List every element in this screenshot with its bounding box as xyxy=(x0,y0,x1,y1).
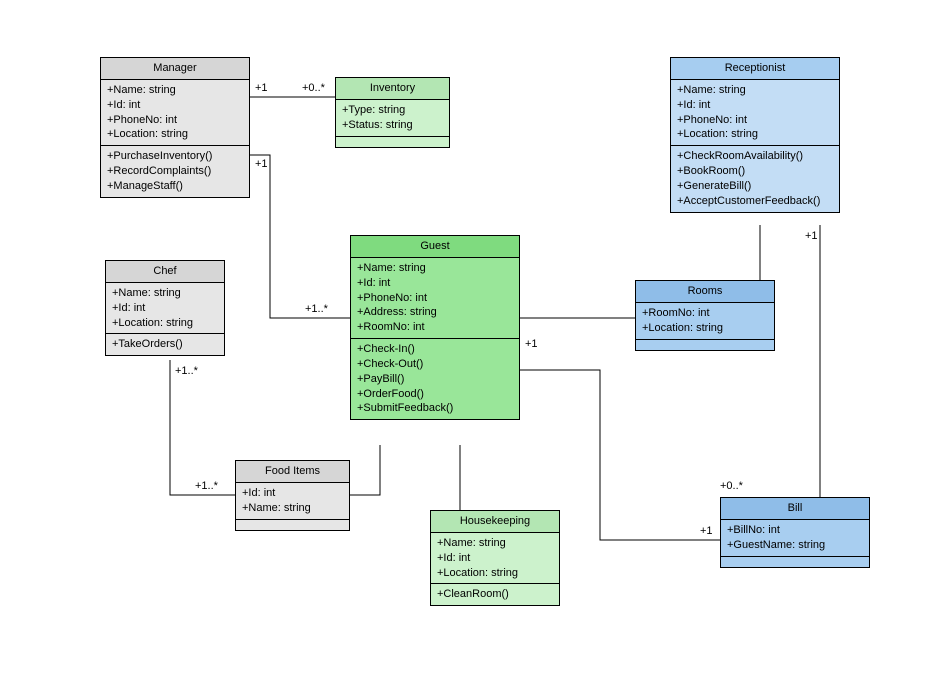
op: +CleanRoom() xyxy=(437,587,553,602)
op: +GenerateBill() xyxy=(677,179,833,194)
op: +OrderFood() xyxy=(357,387,513,402)
class-attributes: +Name: string +Id: int +PhoneNo: int +Lo… xyxy=(101,80,249,146)
class-operations: +Check-In() +Check-Out() +PayBill() +Ord… xyxy=(351,339,519,419)
attr: +Id: int xyxy=(112,301,218,316)
multiplicity-label: +1 xyxy=(525,338,538,350)
class-operations: +TakeOrders() xyxy=(106,334,224,355)
class-attributes: +Type: string +Status: string xyxy=(336,100,449,137)
attr: +Location: string xyxy=(112,316,218,331)
attr: +PhoneNo: int xyxy=(677,113,833,128)
attr: +Name: string xyxy=(677,83,833,98)
multiplicity-label: +1 xyxy=(255,158,268,170)
class-attributes: +Name: string +Id: int +Location: string xyxy=(106,283,224,335)
class-attributes: +Name: string +Id: int +PhoneNo: int +Lo… xyxy=(671,80,839,146)
attr: +Id: int xyxy=(677,98,833,113)
op: +TakeOrders() xyxy=(112,337,218,352)
multiplicity-label: +0..* xyxy=(720,480,743,492)
multiplicity-label: +1..* xyxy=(305,303,328,315)
attr: +Name: string xyxy=(242,501,343,516)
op: +PayBill() xyxy=(357,372,513,387)
class-inventory: Inventory +Type: string +Status: string xyxy=(335,77,450,148)
uml-diagram-canvas: Manager +Name: string +Id: int +PhoneNo:… xyxy=(0,0,949,683)
class-title: Housekeeping xyxy=(431,511,559,533)
attr: +Location: string xyxy=(677,127,833,142)
attr: +RoomNo: int xyxy=(642,306,768,321)
class-title: Chef xyxy=(106,261,224,283)
class-attributes: +Name: string +Id: int +PhoneNo: int +Ad… xyxy=(351,258,519,339)
class-title: Receptionist xyxy=(671,58,839,80)
op: +RecordComplaints() xyxy=(107,164,243,179)
class-housekeeping: Housekeeping +Name: string +Id: int +Loc… xyxy=(430,510,560,606)
class-manager: Manager +Name: string +Id: int +PhoneNo:… xyxy=(100,57,250,198)
op: +AcceptCustomerFeedback() xyxy=(677,194,833,209)
op: +CheckRoomAvailability() xyxy=(677,149,833,164)
class-operations xyxy=(236,520,349,530)
class-title: Manager xyxy=(101,58,249,80)
attr: +GuestName: string xyxy=(727,538,863,553)
class-title: Rooms xyxy=(636,281,774,303)
multiplicity-label: +1..* xyxy=(175,365,198,377)
op: +BookRoom() xyxy=(677,164,833,179)
class-bill: Bill +BillNo: int +GuestName: string xyxy=(720,497,870,568)
attr: +Id: int xyxy=(242,486,343,501)
multiplicity-label: +1 xyxy=(255,82,268,94)
op: +SubmitFeedback() xyxy=(357,401,513,416)
class-food-items: Food Items +Id: int +Name: string xyxy=(235,460,350,531)
class-attributes: +Id: int +Name: string xyxy=(236,483,349,520)
class-attributes: +RoomNo: int +Location: string xyxy=(636,303,774,340)
attr: +Status: string xyxy=(342,118,443,133)
attr: +Location: string xyxy=(642,321,768,336)
attr: +Location: string xyxy=(437,566,553,581)
attr: +PhoneNo: int xyxy=(357,291,513,306)
class-guest: Guest +Name: string +Id: int +PhoneNo: i… xyxy=(350,235,520,420)
class-chef: Chef +Name: string +Id: int +Location: s… xyxy=(105,260,225,356)
class-operations xyxy=(336,137,449,147)
class-title: Food Items xyxy=(236,461,349,483)
class-operations: +CheckRoomAvailability() +BookRoom() +Ge… xyxy=(671,146,839,211)
attr: +Location: string xyxy=(107,127,243,142)
class-attributes: +BillNo: int +GuestName: string xyxy=(721,520,869,557)
attr: +Id: int xyxy=(107,98,243,113)
op: +Check-In() xyxy=(357,342,513,357)
class-title: Guest xyxy=(351,236,519,258)
attr: +Address: string xyxy=(357,305,513,320)
multiplicity-label: +1 xyxy=(805,230,818,242)
multiplicity-label: +1 xyxy=(700,525,713,537)
attr: +PhoneNo: int xyxy=(107,113,243,128)
attr: +Id: int xyxy=(357,276,513,291)
class-attributes: +Name: string +Id: int +Location: string xyxy=(431,533,559,585)
class-receptionist: Receptionist +Name: string +Id: int +Pho… xyxy=(670,57,840,213)
class-operations: +CleanRoom() xyxy=(431,584,559,605)
attr: +Name: string xyxy=(437,536,553,551)
attr: +Id: int xyxy=(437,551,553,566)
attr: +Name: string xyxy=(357,261,513,276)
attr: +Type: string xyxy=(342,103,443,118)
multiplicity-label: +0..* xyxy=(302,82,325,94)
op: +PurchaseInventory() xyxy=(107,149,243,164)
class-operations xyxy=(721,557,869,567)
op: +ManageStaff() xyxy=(107,179,243,194)
multiplicity-label: +1..* xyxy=(195,480,218,492)
class-operations: +PurchaseInventory() +RecordComplaints()… xyxy=(101,146,249,197)
op: +Check-Out() xyxy=(357,357,513,372)
attr: +RoomNo: int xyxy=(357,320,513,335)
class-operations xyxy=(636,340,774,350)
class-title: Inventory xyxy=(336,78,449,100)
attr: +BillNo: int xyxy=(727,523,863,538)
class-rooms: Rooms +RoomNo: int +Location: string xyxy=(635,280,775,351)
class-title: Bill xyxy=(721,498,869,520)
attr: +Name: string xyxy=(107,83,243,98)
attr: +Name: string xyxy=(112,286,218,301)
